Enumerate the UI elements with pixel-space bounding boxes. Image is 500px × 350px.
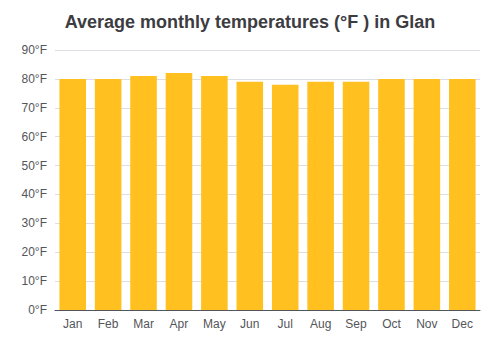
svg-text:Sep: Sep	[345, 317, 367, 331]
svg-text:20°F: 20°F	[22, 245, 47, 259]
svg-text:Jul: Jul	[278, 317, 293, 331]
svg-text:Average monthly temperatures (: Average monthly temperatures (°F ) in Gl…	[65, 12, 436, 32]
svg-text:Feb: Feb	[98, 317, 119, 331]
svg-text:Jun: Jun	[240, 317, 259, 331]
svg-text:80°F: 80°F	[22, 72, 47, 86]
svg-text:Oct: Oct	[382, 317, 401, 331]
svg-text:40°F: 40°F	[22, 187, 47, 201]
svg-text:Aug: Aug	[310, 317, 331, 331]
svg-text:30°F: 30°F	[22, 216, 47, 230]
svg-text:Jan: Jan	[63, 317, 82, 331]
svg-text:0°F: 0°F	[28, 303, 47, 317]
svg-text:60°F: 60°F	[22, 130, 47, 144]
svg-text:Dec: Dec	[452, 317, 473, 331]
svg-text:10°F: 10°F	[22, 274, 47, 288]
svg-text:Mar: Mar	[133, 317, 154, 331]
svg-text:50°F: 50°F	[22, 159, 47, 173]
svg-text:70°F: 70°F	[22, 101, 47, 115]
svg-text:Nov: Nov	[416, 317, 437, 331]
svg-text:May: May	[203, 317, 226, 331]
svg-text:Apr: Apr	[170, 317, 189, 331]
svg-text:90°F: 90°F	[22, 43, 47, 57]
